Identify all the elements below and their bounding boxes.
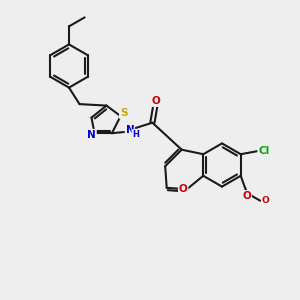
Text: O: O xyxy=(179,184,188,194)
Text: O: O xyxy=(151,96,160,106)
Text: N: N xyxy=(87,130,96,140)
Text: Cl: Cl xyxy=(258,146,269,156)
Text: N: N xyxy=(125,125,134,135)
Text: S: S xyxy=(120,108,127,118)
Text: O: O xyxy=(242,191,251,201)
Text: O: O xyxy=(262,196,269,205)
Text: H: H xyxy=(132,130,139,139)
